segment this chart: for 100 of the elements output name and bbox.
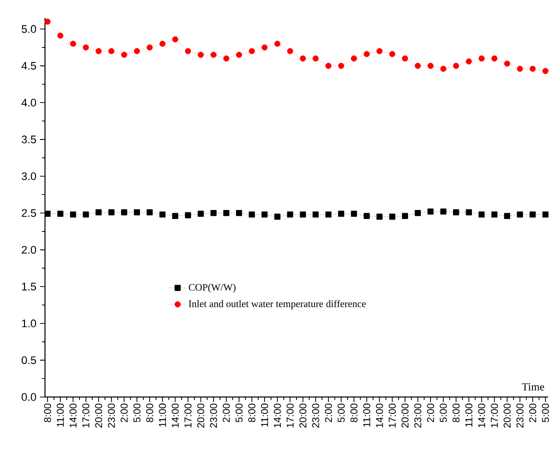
point — [210, 52, 217, 58]
point — [96, 209, 102, 216]
point — [223, 55, 230, 62]
point — [338, 62, 344, 69]
point — [121, 209, 128, 216]
point — [312, 55, 319, 62]
x-tick-label: 11:00 — [56, 404, 64, 427]
x-tick-label: 23:00 — [414, 404, 422, 428]
point — [108, 209, 114, 216]
x-tick-label: 20:00 — [504, 404, 511, 428]
point — [338, 210, 344, 217]
point — [466, 209, 472, 216]
x-tick-label: 2:00 — [222, 404, 230, 422]
point — [274, 40, 280, 47]
point — [414, 210, 421, 216]
x-tick-label: 20:00 — [299, 404, 306, 428]
point — [325, 62, 332, 69]
x-tick-label: 17:00 — [286, 404, 294, 428]
point — [184, 48, 192, 54]
y-tick-label: 0.0 — [22, 393, 36, 401]
x-tick-label: 17:00 — [82, 404, 90, 428]
x-tick-label: 20:00 — [197, 404, 204, 428]
point — [376, 214, 383, 220]
y-tick-label: 1.0 — [22, 320, 36, 328]
point — [82, 211, 89, 218]
point — [516, 211, 523, 218]
point — [542, 211, 548, 218]
point — [274, 214, 280, 220]
x-tick-label: 17:00 — [388, 404, 396, 428]
x-tick-label: 8:00 — [350, 404, 358, 422]
x-tick-label: 14:00 — [376, 404, 384, 428]
legend-label: Inlet and outlet water temperature difference — [188, 300, 366, 310]
x-tick-label: 23:00 — [108, 404, 115, 428]
x-tick-label: 2:00 — [427, 404, 434, 422]
point — [134, 209, 140, 216]
y-tick-label: 5.0 — [22, 25, 36, 33]
point — [172, 36, 178, 42]
point — [440, 208, 446, 215]
point — [414, 62, 421, 69]
y-tick-label: 1.5 — [22, 282, 36, 290]
x-tick-label: 23:00 — [210, 404, 218, 428]
x-axis-title: Time — [522, 383, 544, 390]
point — [389, 51, 396, 58]
point — [236, 52, 242, 58]
point — [402, 212, 408, 219]
x-tick-label: 14:00 — [274, 404, 281, 428]
point — [428, 62, 434, 69]
x-tick-label: 8:00 — [452, 404, 460, 422]
x-tick-label: 2:00 — [324, 404, 332, 422]
point — [478, 55, 485, 62]
point — [453, 209, 460, 216]
point — [108, 48, 114, 54]
point — [287, 48, 294, 54]
y-tick-label: 3.5 — [22, 136, 36, 144]
point — [530, 66, 536, 72]
point — [262, 44, 268, 50]
point — [57, 32, 64, 39]
point — [287, 211, 294, 218]
point — [504, 212, 510, 219]
point — [364, 51, 370, 58]
point — [300, 211, 306, 218]
point — [542, 68, 548, 74]
x-tick-label: 11:00 — [363, 404, 370, 427]
point — [96, 48, 102, 54]
point — [172, 212, 178, 219]
x-tick-label: 14:00 — [478, 404, 486, 428]
point — [466, 58, 472, 64]
x-tick-label: 2:00 — [529, 404, 536, 422]
point — [121, 52, 128, 58]
point — [312, 211, 319, 218]
point — [491, 55, 498, 62]
point — [146, 209, 153, 216]
point — [184, 212, 192, 218]
point — [300, 55, 306, 62]
x-tick-label: 20:00 — [401, 404, 409, 428]
x-tick-label: 8:00 — [248, 404, 256, 422]
point — [453, 62, 460, 69]
point — [440, 66, 446, 72]
y-tick-label: 3.0 — [22, 172, 36, 180]
x-tick-label: 5:00 — [338, 404, 345, 422]
y-tick-label: 4.0 — [22, 98, 36, 107]
y-tick-label: 2.5 — [22, 209, 36, 217]
point — [236, 210, 242, 216]
y-tick-label: 4.5 — [22, 62, 36, 70]
point — [159, 211, 166, 218]
point — [44, 18, 51, 25]
point — [364, 212, 370, 219]
point — [159, 40, 166, 47]
point — [350, 210, 357, 217]
x-tick-label: 5:00 — [542, 404, 549, 422]
point — [389, 214, 396, 220]
point — [248, 211, 255, 218]
point — [198, 210, 204, 217]
x-tick-label: 11:00 — [261, 404, 268, 427]
x-tick-label: 5:00 — [236, 404, 243, 422]
x-tick-label: 2:00 — [120, 404, 128, 422]
legend-label: COP(W/W) — [188, 284, 236, 293]
x-tick-label: 8:00 — [146, 404, 154, 422]
x-tick-label: 5:00 — [440, 404, 447, 422]
x-tick-label: 11:00 — [158, 404, 166, 427]
